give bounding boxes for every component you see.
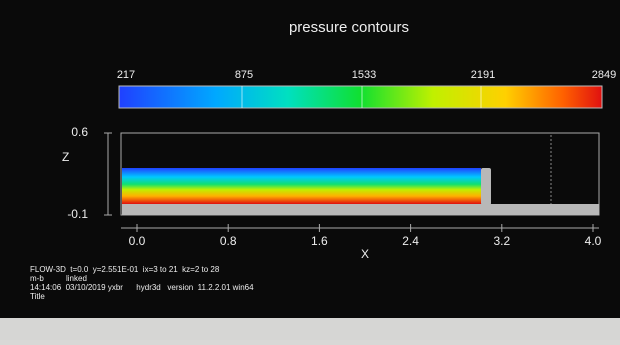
- footer-line: 14:14:06 03/10/2019 yxbr hydr3d version …: [30, 283, 254, 292]
- page: pressure contours 217 875 1533 2191 2849 Z X…: [0, 0, 620, 340]
- colorbar-label: 1533: [352, 69, 376, 81]
- footer-line: m-b linked: [30, 274, 87, 283]
- floor: [122, 204, 599, 215]
- colorbar-label: 217: [117, 69, 135, 81]
- obstacle: [481, 168, 491, 205]
- colorbar-label: 2849: [592, 69, 616, 81]
- colorbar-label: 875: [235, 69, 253, 81]
- fluid: [122, 168, 481, 204]
- x-tick-label: 1.6: [311, 234, 328, 248]
- footer-line: Title: [30, 292, 45, 301]
- x-tick-label: 4.0: [585, 234, 602, 248]
- screen: pressure contours 217 875 1533 2191 2849 Z X…: [0, 0, 620, 340]
- footer-line: FLOW-3D t=0.0 y=2.551E-01 ix=3 to 21 kz=…: [30, 265, 220, 274]
- x-tick-label: 2.4: [402, 234, 419, 248]
- x-tick-label: 3.2: [493, 234, 510, 248]
- z-tick-label: -0.1: [67, 207, 88, 221]
- bezel: [0, 318, 620, 340]
- z-tick-label: 0.6: [71, 125, 88, 139]
- x-tick-label: 0.8: [220, 234, 237, 248]
- colorbar: [119, 86, 602, 108]
- z-label: Z: [62, 150, 69, 164]
- title: pressure contours: [289, 19, 409, 36]
- x-tick-label: 0.0: [129, 234, 146, 248]
- colorbar-label: 2191: [471, 69, 495, 81]
- x-label: X: [361, 247, 369, 261]
